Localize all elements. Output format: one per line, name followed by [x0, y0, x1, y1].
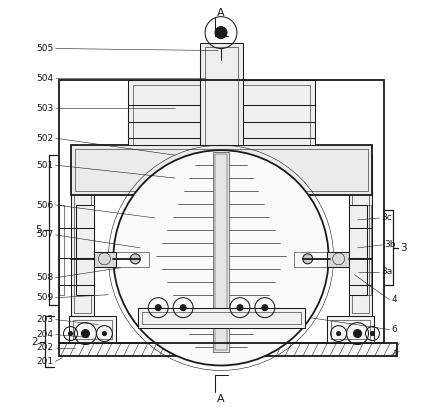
- Text: 3b: 3b: [385, 240, 396, 249]
- Text: 503: 503: [36, 104, 54, 113]
- Bar: [330, 320, 370, 339]
- Circle shape: [69, 332, 73, 335]
- Bar: [94, 252, 149, 267]
- Bar: [58, 205, 63, 295]
- Circle shape: [303, 254, 313, 264]
- Text: 203: 203: [36, 315, 54, 324]
- Bar: [73, 320, 113, 339]
- Text: 3: 3: [400, 243, 407, 253]
- Circle shape: [102, 332, 106, 335]
- Text: 6: 6: [392, 325, 397, 334]
- Bar: [326, 252, 349, 267]
- Text: A: A: [217, 394, 225, 404]
- Circle shape: [237, 304, 243, 311]
- Bar: [133, 85, 310, 145]
- Circle shape: [370, 332, 374, 335]
- Text: 509: 509: [36, 293, 54, 302]
- Text: A: A: [217, 8, 225, 18]
- Circle shape: [337, 332, 341, 335]
- Bar: [70, 145, 373, 195]
- Text: 508: 508: [36, 273, 54, 282]
- Bar: [326, 316, 374, 342]
- Text: 501: 501: [36, 161, 54, 170]
- Bar: [352, 158, 369, 313]
- Bar: [77, 205, 94, 295]
- Bar: [205, 47, 238, 145]
- Text: 5: 5: [35, 225, 42, 235]
- Text: 202: 202: [37, 343, 54, 352]
- Bar: [138, 308, 305, 328]
- Bar: [215, 154, 227, 349]
- Circle shape: [130, 254, 140, 264]
- Bar: [172, 194, 271, 214]
- Circle shape: [244, 202, 250, 208]
- Text: 3c: 3c: [381, 213, 392, 222]
- Bar: [70, 155, 94, 316]
- Bar: [213, 152, 229, 351]
- Bar: [74, 158, 91, 313]
- Bar: [128, 80, 315, 145]
- Text: 4: 4: [392, 295, 397, 304]
- Text: 507: 507: [36, 230, 54, 239]
- Text: 504: 504: [36, 74, 54, 83]
- Text: 2: 2: [31, 337, 38, 346]
- Bar: [58, 80, 385, 342]
- Text: 505: 505: [36, 44, 54, 53]
- Text: 506: 506: [36, 201, 54, 210]
- Bar: [349, 205, 366, 295]
- Circle shape: [354, 330, 361, 337]
- Circle shape: [262, 304, 268, 311]
- Bar: [58, 342, 397, 356]
- Bar: [349, 155, 373, 316]
- Circle shape: [180, 304, 186, 311]
- Text: 3a: 3a: [381, 267, 392, 276]
- Bar: [200, 42, 243, 145]
- Circle shape: [82, 330, 89, 337]
- Circle shape: [155, 304, 161, 311]
- Text: 204: 204: [37, 330, 54, 339]
- Bar: [294, 252, 349, 267]
- Bar: [75, 149, 368, 191]
- Circle shape: [215, 27, 227, 39]
- Bar: [366, 205, 372, 295]
- Bar: [94, 252, 117, 267]
- Text: 502: 502: [36, 134, 54, 143]
- Text: 1: 1: [393, 350, 399, 359]
- Circle shape: [113, 150, 329, 365]
- Bar: [168, 190, 275, 218]
- Circle shape: [193, 202, 199, 208]
- Text: 201: 201: [36, 357, 54, 366]
- Bar: [69, 316, 117, 342]
- Bar: [142, 311, 301, 323]
